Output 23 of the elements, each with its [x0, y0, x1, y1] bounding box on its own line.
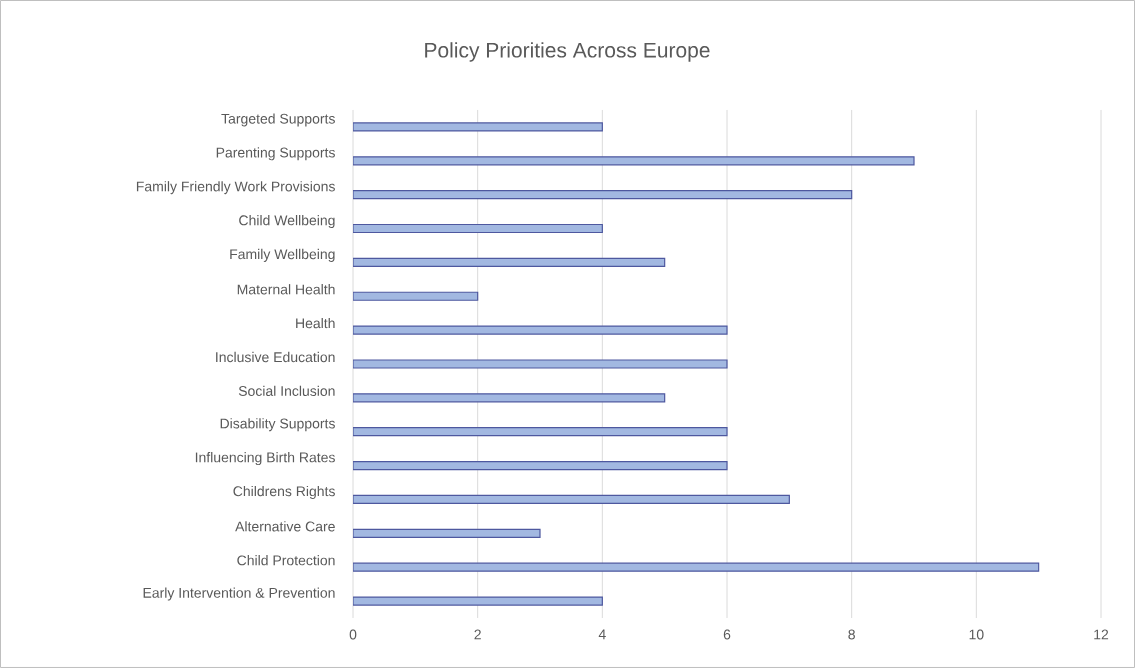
x-tick-label: 6	[723, 629, 731, 640]
y-tick-label: Child Wellbeing	[239, 214, 335, 229]
y-tick-label: Targeted Supports	[221, 113, 335, 127]
y-tick-label: Social Inclusion	[238, 385, 335, 396]
x-tick-label: 8	[848, 629, 855, 640]
y-tick-label: Child Protection	[237, 555, 335, 566]
y-tick-label: Maternal Health	[237, 284, 335, 295]
y-tick-label: Disability Supports	[220, 418, 335, 432]
x-tick-label: 4	[598, 629, 606, 640]
y-tick-label: Family Wellbeing	[230, 248, 335, 262]
x-tick-label: 0	[349, 629, 357, 640]
y-tick-label: Inclusive Education	[216, 351, 335, 363]
y-tick-label: Childrens Rights	[233, 485, 335, 499]
y-tick-label: Parenting Supports	[216, 147, 335, 161]
y-tick-label: Family Friendly Work Provisions	[136, 181, 335, 195]
x-tick-label: 10	[969, 629, 984, 640]
y-tick-label: Early Intervention & Prevention	[143, 587, 335, 601]
y-tick-label: Health	[296, 317, 335, 329]
y-tick-label: Alternative Care	[235, 521, 335, 532]
x-tick-label: 2	[474, 629, 481, 640]
chart-title: Policy Priorities Across Europe	[425, 42, 710, 62]
x-tick-label: 12	[1094, 629, 1109, 640]
y-tick-label: Influencing Birth Rates	[195, 452, 335, 466]
